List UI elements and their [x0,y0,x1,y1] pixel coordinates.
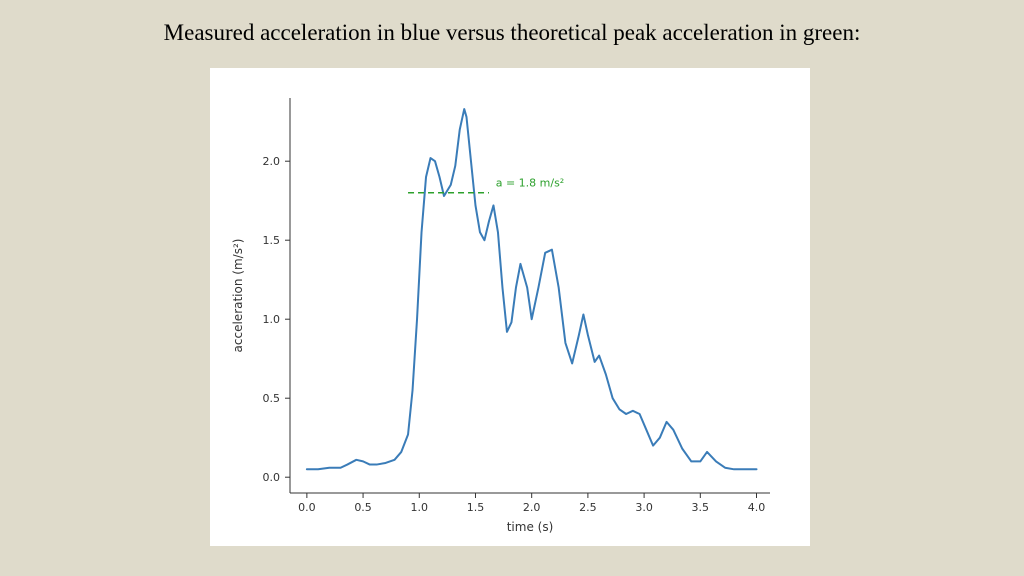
svg-text:a = 1.8 m/s²: a = 1.8 m/s² [496,176,565,189]
svg-text:3.5: 3.5 [692,501,710,514]
svg-text:0.5: 0.5 [354,501,372,514]
svg-text:4.0: 4.0 [748,501,766,514]
slide: Measured acceleration in blue versus the… [0,0,1024,576]
svg-text:1.0: 1.0 [263,313,281,326]
chart-panel: 0.0 0.5 1.0 1.5 2.0 2.5 3.0 3.5 4.0 0.0 0.5 1.0 1.5 2… [210,68,810,546]
svg-text:0.0: 0.0 [263,471,281,484]
acceleration-chart: 0.0 0.5 1.0 1.5 2.0 2.5 3.0 3.5 4.0 0.0 0.5 1.0 1.5 2… [210,68,810,546]
svg-text:1.5: 1.5 [263,234,281,247]
svg-text:time (s): time (s) [507,520,554,534]
svg-text:2.0: 2.0 [263,155,281,168]
slide-title: Measured acceleration in blue versus the… [0,20,1024,46]
svg-text:acceleration (m/s²): acceleration (m/s²) [231,239,245,353]
svg-text:1.5: 1.5 [467,501,485,514]
svg-text:0.5: 0.5 [263,392,281,405]
svg-text:0.0: 0.0 [298,501,316,514]
svg-text:3.0: 3.0 [635,501,653,514]
svg-text:2.5: 2.5 [579,501,597,514]
svg-text:2.0: 2.0 [523,501,541,514]
svg-text:1.0: 1.0 [411,501,429,514]
